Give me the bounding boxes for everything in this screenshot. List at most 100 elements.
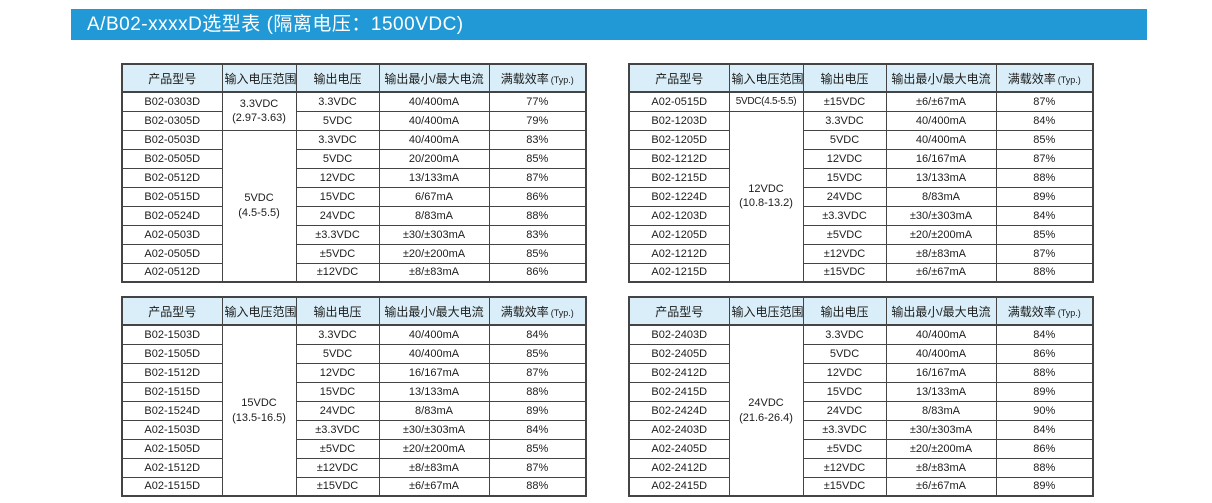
efficiency-cell: 86% — [995, 343, 1094, 364]
table-row: A02-1215D ±15VDC ±6/±67mA 88% — [628, 262, 1094, 283]
output-voltage-cell: 5VDC — [802, 343, 887, 364]
column-header-output-current: 输出最小/最大电流 — [378, 63, 490, 93]
table-row: B02-1224D 24VDC 8/83mA 89% — [628, 186, 1094, 207]
table-row: B02-0303D 3.3VDC (2.97-3.63) 3.3VDC 40/400mA… — [121, 91, 587, 131]
efficiency-cell: 90% — [995, 400, 1094, 421]
table-row: B02-1215D 15VDC 13/133mA 88% — [628, 167, 1094, 188]
column-header-efficiency: 满载效率 (Typ.) — [488, 296, 587, 326]
output-voltage-cell: ±5VDC — [295, 438, 380, 459]
output-voltage-cell: ±3.3VDC — [802, 419, 887, 440]
input-range-cell: 5VDC(4.5-5.5) — [221, 129, 297, 283]
output-current-cell: 40/400mA — [378, 110, 490, 131]
output-current-cell: 8/83mA — [885, 186, 997, 207]
table-row: A02-2412D ±12VDC ±8/±83mA 88% — [628, 457, 1094, 478]
model-cell: B02-1524D — [121, 400, 223, 421]
section-title-banner: A/B02-xxxxD选型表 (隔离电压：1500VDC) — [71, 9, 1147, 40]
table-row: B02-1512D 12VDC 16/167mA 87% — [121, 362, 587, 383]
output-voltage-cell: 12VDC — [802, 148, 887, 169]
efficiency-cell: 83% — [488, 224, 587, 245]
output-voltage-cell: ±3.3VDC — [295, 224, 380, 245]
efficiency-cell: 84% — [488, 324, 587, 345]
output-current-cell: 13/133mA — [885, 381, 997, 402]
output-current-cell: ±8/±83mA — [378, 457, 490, 478]
table-row: A02-1212D ±12VDC ±8/±83mA 87% — [628, 243, 1094, 264]
output-voltage-cell: ±3.3VDC — [295, 419, 380, 440]
efficiency-cell: 88% — [995, 167, 1094, 188]
model-cell: A02-1203D — [628, 205, 730, 226]
output-voltage-cell: 24VDC — [295, 400, 380, 421]
model-cell: B02-2403D — [628, 324, 730, 345]
table-row: A02-2405D ±5VDC ±20/±200mA 86% — [628, 438, 1094, 459]
table-row: A02-0515D 5VDC(4.5-5.5) ±15VDC ±6/±67mA 87% — [628, 91, 1094, 112]
efficiency-cell: 86% — [488, 186, 587, 207]
efficiency-typ-note: (Typ.) — [550, 307, 574, 318]
model-cell: A02-0512D — [121, 262, 223, 283]
output-current-cell: 13/133mA — [378, 167, 490, 188]
output-voltage-cell: 3.3VDC — [295, 129, 380, 150]
output-current-cell: ±30/±303mA — [378, 224, 490, 245]
output-current-cell: ±6/±67mA — [885, 91, 997, 112]
output-current-cell: 6/67mA — [378, 186, 490, 207]
output-current-cell: ±8/±83mA — [885, 243, 997, 264]
efficiency-cell: 84% — [995, 110, 1094, 131]
output-current-cell: 40/400mA — [885, 343, 997, 364]
model-cell: B02-0503D — [121, 129, 223, 150]
output-current-cell: 40/400mA — [378, 91, 490, 112]
model-cell: B02-2405D — [628, 343, 730, 364]
output-current-cell: ±20/±200mA — [885, 438, 997, 459]
model-cell: B02-0515D — [121, 186, 223, 207]
output-current-cell: 13/133mA — [378, 381, 490, 402]
efficiency-cell: 85% — [995, 224, 1094, 245]
efficiency-cell: 88% — [995, 362, 1094, 383]
output-current-cell: 20/200mA — [378, 148, 490, 169]
column-header-output-voltage: 输出电压 — [802, 63, 887, 93]
header-row: 产品型号 输入电压范围 输出电压 输出最小/最大电流 满载效率 (Typ.) — [628, 63, 1094, 93]
column-header-output-voltage: 输出电压 — [295, 296, 380, 326]
model-cell: B02-2412D — [628, 362, 730, 383]
output-current-cell: ±30/±303mA — [885, 419, 997, 440]
efficiency-typ-note: (Typ.) — [1057, 307, 1081, 318]
model-cell: A02-2415D — [628, 476, 730, 497]
section-title: A/B02-xxxxD选型表 (隔离电压：1500VDC) — [87, 14, 464, 35]
model-cell: B02-1505D — [121, 343, 223, 364]
output-voltage-cell: ±3.3VDC — [802, 205, 887, 226]
selector-table-bottom-left: 产品型号 输入电压范围 输出电压 输出最小/最大电流 满载效率 (Typ.) B0… — [121, 296, 587, 497]
model-cell: A02-1512D — [121, 457, 223, 478]
header-row: 产品型号 输入电压范围 输出电压 输出最小/最大电流 满载效率 (Typ.) — [121, 296, 587, 326]
model-cell: A02-1503D — [121, 419, 223, 440]
output-voltage-cell: ±15VDC — [295, 476, 380, 497]
table-row: B02-1212D 12VDC 16/167mA 87% — [628, 148, 1094, 169]
output-voltage-cell: 5VDC — [295, 343, 380, 364]
efficiency-cell: 89% — [995, 381, 1094, 402]
output-voltage-cell: 5VDC — [295, 110, 380, 131]
input-range-cell: 5VDC(4.5-5.5) — [728, 91, 804, 112]
table-row: A02-1512D ±12VDC ±8/±83mA 87% — [121, 457, 587, 478]
column-header-efficiency: 满载效率 (Typ.) — [995, 296, 1094, 326]
output-voltage-cell: ±15VDC — [802, 91, 887, 112]
model-cell: B02-2415D — [628, 381, 730, 402]
model-cell: B02-0305D — [121, 110, 223, 131]
output-voltage-cell: 3.3VDC — [295, 324, 380, 345]
output-voltage-cell: 12VDC — [802, 362, 887, 383]
output-current-cell: 16/167mA — [885, 362, 997, 383]
output-current-cell: 16/167mA — [885, 148, 997, 169]
output-current-cell: 40/400mA — [885, 324, 997, 345]
column-header-efficiency: 满载效率 (Typ.) — [488, 63, 587, 93]
table-row: A02-1203D ±3.3VDC ±30/±303mA 84% — [628, 205, 1094, 226]
column-header-input-range: 输入电压范围 — [728, 296, 804, 326]
output-current-cell: 40/400mA — [885, 129, 997, 150]
efficiency-cell: 87% — [995, 148, 1094, 169]
output-voltage-cell: 12VDC — [295, 167, 380, 188]
model-cell: B02-2424D — [628, 400, 730, 421]
table-row: B02-1524D 24VDC 8/83mA 89% — [121, 400, 587, 421]
output-current-cell: ±6/±67mA — [885, 262, 997, 283]
model-cell: B02-0524D — [121, 205, 223, 226]
column-header-output-current: 输出最小/最大电流 — [885, 63, 997, 93]
output-current-cell: ±6/±67mA — [378, 476, 490, 497]
input-range-cell: 12VDC (10.8-13.2) — [728, 110, 804, 283]
model-cell: A02-1515D — [121, 476, 223, 497]
model-cell: B02-0512D — [121, 167, 223, 188]
table-row: A02-0505D ±5VDC ±20/±200mA 85% — [121, 243, 587, 264]
column-header-input-range: 输入电压范围 — [728, 63, 804, 93]
